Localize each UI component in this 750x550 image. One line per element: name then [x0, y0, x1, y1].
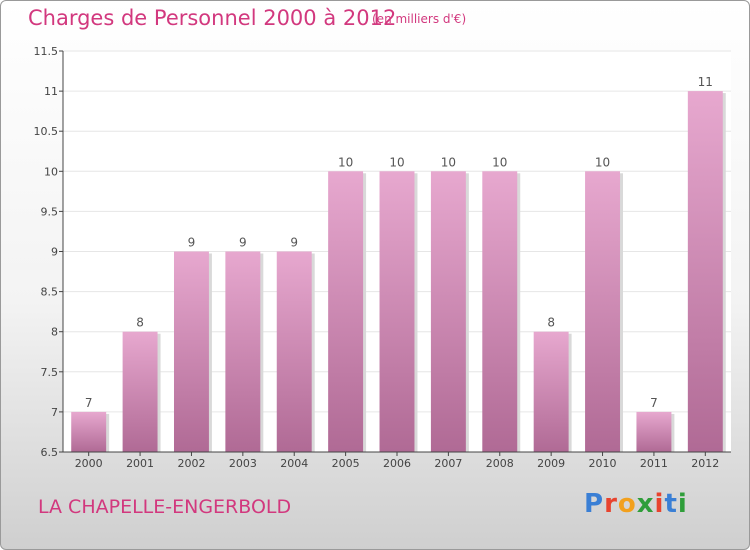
bar-value-label: 11	[698, 75, 713, 89]
chart-title: Charges de Personnel 2000 à 2012	[28, 6, 397, 30]
x-tick-label: 2000	[75, 457, 103, 470]
bar-value-label: 9	[239, 236, 247, 250]
y-tick-label: 11	[44, 85, 58, 98]
x-tick-label: 2011	[640, 457, 668, 470]
x-tick-label: 2010	[589, 457, 617, 470]
bar-value-label: 9	[188, 236, 196, 250]
y-tick-label: 6.5	[41, 446, 59, 459]
y-tick-label: 7.5	[41, 366, 59, 379]
bar	[636, 411, 672, 452]
proxiti-logo[interactable]: Proxiti	[584, 489, 688, 519]
bar-value-label: 10	[441, 155, 456, 169]
bar	[225, 251, 261, 452]
bar-value-label: 10	[595, 155, 610, 169]
logo-letter: x	[636, 489, 655, 519]
x-tick-label: 2006	[383, 457, 411, 470]
unit-note: (en milliers d'€)	[372, 12, 467, 26]
bar-value-label: 10	[492, 155, 507, 169]
logo-letter: r	[604, 489, 618, 519]
logo-letter: t	[664, 489, 678, 519]
bar	[71, 411, 107, 452]
y-tick-label: 9.5	[41, 205, 59, 218]
bar	[533, 331, 569, 452]
x-tick-label: 2005	[332, 457, 360, 470]
bar	[328, 171, 364, 453]
x-tick-label: 2008	[486, 457, 514, 470]
y-tick-label: 10	[44, 165, 58, 178]
bar	[122, 331, 158, 452]
bar-value-label: 10	[389, 155, 404, 169]
bar-value-label: 7	[85, 396, 93, 410]
logo-letter: P	[584, 489, 605, 519]
x-tick-label: 2012	[691, 457, 719, 470]
y-tick-label: 8	[51, 326, 58, 339]
x-tick-label: 2004	[280, 457, 308, 470]
logo-letter: i	[677, 489, 688, 519]
bar	[482, 171, 518, 453]
commune-name: LA CHAPELLE-ENGERBOLD	[38, 496, 292, 518]
bar	[276, 251, 312, 452]
bar-value-label: 10	[338, 155, 353, 169]
bar	[585, 171, 621, 453]
y-tick-label: 11.5	[34, 45, 59, 58]
y-tick-label: 8.5	[41, 286, 59, 299]
bar-value-label: 8	[136, 316, 144, 330]
y-tick-label: 10.5	[34, 125, 59, 138]
x-tick-label: 2003	[229, 457, 257, 470]
bar-value-label: 9	[290, 236, 298, 250]
bar-value-label: 8	[547, 316, 555, 330]
bars: 7 8 9 9 9 10 10 10 10 8 10 7 11	[71, 75, 726, 453]
bar-value-label: 7	[650, 396, 658, 410]
x-tick-label: 2007	[434, 457, 462, 470]
y-tick-label: 9	[51, 246, 58, 259]
logo-letter: o	[617, 489, 637, 519]
axes: 6.5 7 7.5 8 8.5 9 9.5 10 10.5 11 11.5 2000 2001 2002 2…	[34, 45, 731, 470]
bar	[687, 91, 723, 452]
x-tick-label: 2001	[126, 457, 154, 470]
bar	[379, 171, 415, 453]
logo-letter: i	[654, 489, 665, 519]
x-tick-label: 2009	[537, 457, 565, 470]
y-tick-label: 7	[51, 406, 58, 419]
x-tick-label: 2002	[177, 457, 205, 470]
bar	[430, 171, 466, 453]
bar	[173, 251, 209, 452]
